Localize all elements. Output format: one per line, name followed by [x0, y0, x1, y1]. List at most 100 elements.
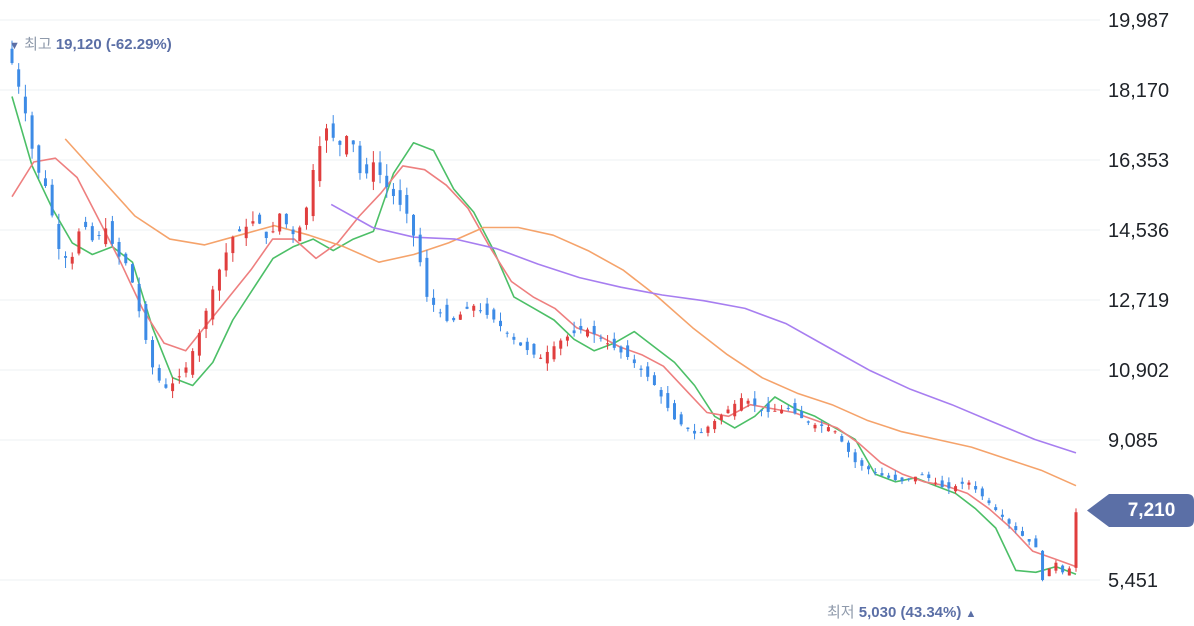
candle-body: [1007, 519, 1011, 524]
candle-body: [445, 304, 449, 321]
candle-body: [766, 403, 770, 412]
candle-body: [452, 317, 456, 321]
candle-body: [10, 48, 14, 64]
candle-body: [927, 474, 931, 478]
candle-body: [391, 188, 395, 197]
candle-body: [920, 474, 924, 476]
candle-body: [458, 314, 462, 320]
candle-body: [826, 427, 830, 432]
candle-body: [880, 473, 884, 476]
candle-body: [545, 351, 549, 364]
candle-body: [17, 69, 21, 87]
y-axis-labels: 19,987 18,170 16,353 14,536 12,719 10,902 9,08…: [1108, 10, 1169, 592]
candle-body: [967, 482, 971, 485]
candle-body: [197, 332, 201, 356]
candle-body: [117, 241, 121, 257]
candle-body: [800, 411, 804, 419]
up-arrow-icon: ▲: [965, 608, 977, 620]
moving-average-line: [11, 157, 1077, 568]
candle-body: [659, 389, 663, 397]
candle-body: [987, 500, 991, 504]
candle-body: [97, 235, 101, 237]
candle-body: [820, 424, 824, 426]
candle-body: [753, 398, 757, 406]
candle-body: [57, 223, 61, 249]
candle-body: [867, 466, 871, 470]
candle-body: [338, 140, 342, 145]
candle-body: [1074, 512, 1078, 568]
candle-body: [1027, 539, 1031, 542]
candle-body: [418, 234, 422, 263]
candle-body: [793, 403, 797, 414]
candle-body: [907, 478, 911, 480]
candle-body: [251, 221, 255, 224]
candle-body: [686, 427, 690, 429]
candlesticks: [10, 40, 1078, 582]
candle-body: [1014, 526, 1018, 531]
candle-body: [77, 231, 81, 254]
candle-body: [258, 214, 262, 224]
candle-body: [873, 471, 877, 473]
candle-body: [980, 488, 984, 497]
candle-body: [672, 403, 676, 420]
candle-body: [177, 376, 181, 378]
candle-body: [786, 407, 790, 409]
candle-body: [646, 366, 650, 377]
candle-body: [104, 228, 108, 245]
candle-body: [378, 162, 382, 175]
candle-body: [1061, 565, 1065, 573]
high-value: 19,120 (-62.29%): [55, 36, 172, 53]
y-tick-label: 12,719: [1108, 290, 1169, 312]
candle-body: [478, 310, 482, 312]
candle-body: [706, 426, 710, 433]
candle-body: [713, 420, 717, 430]
candle-body: [726, 409, 730, 414]
candle-body: [358, 145, 362, 174]
candle-body: [311, 169, 315, 217]
candle-body: [632, 359, 636, 364]
candle-body: [351, 140, 355, 145]
candle-body: [846, 442, 850, 452]
candle-body: [238, 229, 242, 232]
candle-body: [217, 269, 221, 291]
candle-body: [606, 343, 610, 345]
candle-body: [579, 325, 583, 330]
candle-body: [572, 330, 576, 334]
candle-body: [806, 421, 810, 423]
candle-body: [1041, 550, 1045, 581]
y-tick-label: 5,451: [1108, 570, 1158, 592]
y-tick-label: 18,170: [1108, 80, 1169, 102]
candle-body: [278, 213, 282, 232]
candle-body: [759, 409, 763, 411]
low-price-annotation: 최저 5,030 (43.34%) ▲: [827, 601, 976, 622]
candle-body: [492, 309, 496, 320]
candle-body: [1054, 562, 1058, 571]
candle-body: [994, 507, 998, 510]
candle-body: [652, 375, 656, 386]
grid-lines: [0, 19, 1100, 581]
current-price-tag: 7,210: [1087, 494, 1194, 527]
candle-body: [204, 310, 208, 329]
candle-body: [50, 184, 54, 216]
candle-body: [1067, 568, 1071, 576]
candle-body: [385, 175, 389, 188]
candle-body: [887, 475, 891, 478]
candle-body: [43, 178, 47, 186]
candle-body: [84, 221, 88, 228]
candle-body: [191, 351, 195, 375]
candle-body: [1020, 531, 1024, 536]
candle-body: [813, 424, 817, 429]
y-tick-label: 19,987: [1108, 10, 1169, 32]
candle-body: [137, 283, 141, 312]
candle-body: [960, 481, 964, 484]
candle-body: [519, 342, 523, 346]
candle-body: [974, 486, 978, 490]
candle-body: [371, 162, 375, 182]
candle-body: [90, 226, 94, 241]
candle-body: [940, 480, 944, 488]
candle-body: [666, 393, 670, 408]
moving-average-lines: [11, 96, 1077, 576]
candle-body: [693, 430, 697, 434]
y-tick-label: 16,353: [1108, 150, 1169, 172]
candle-body: [853, 452, 857, 463]
